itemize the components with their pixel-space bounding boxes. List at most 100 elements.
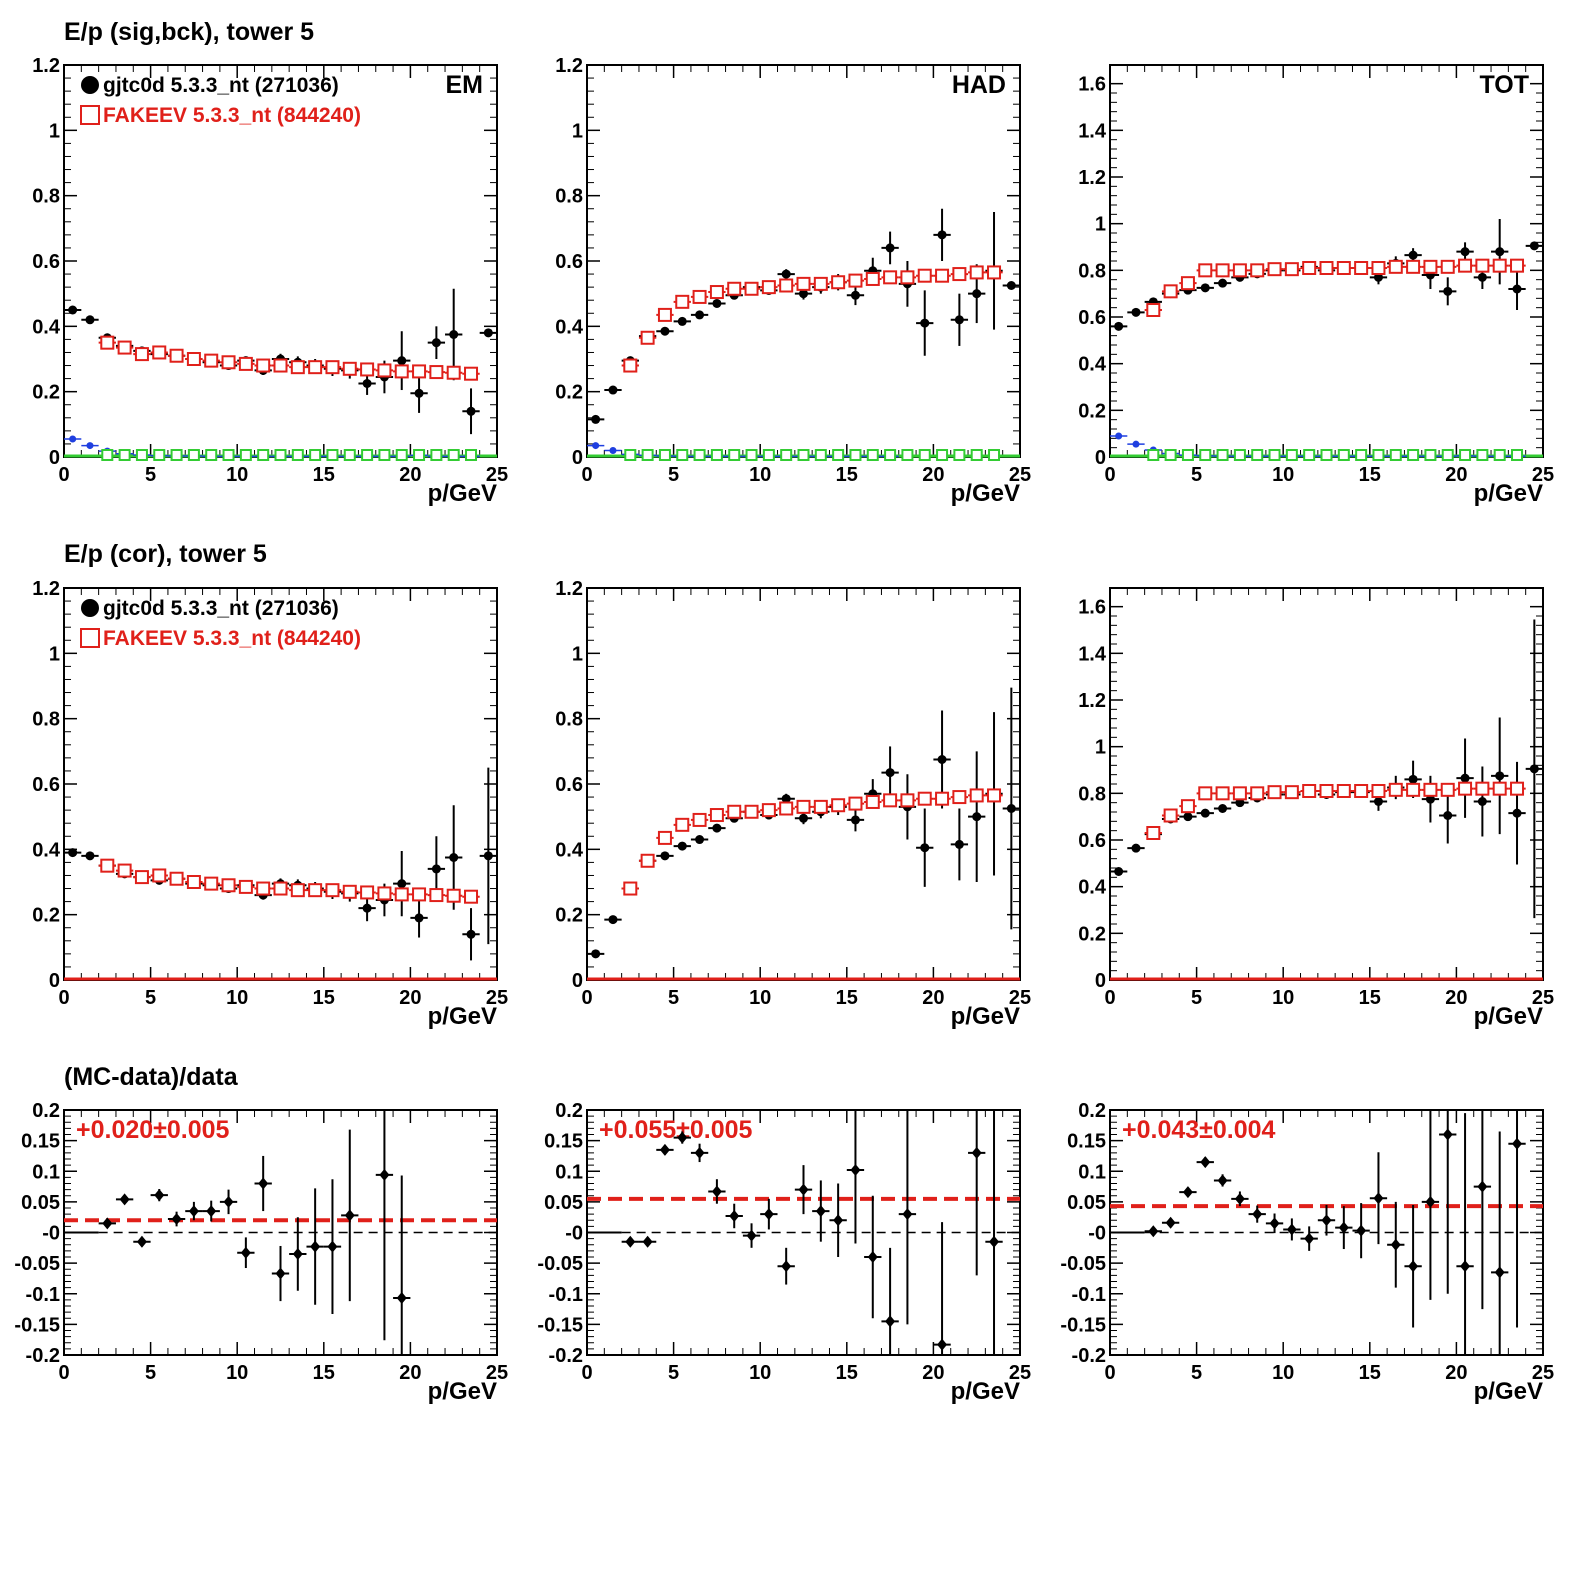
chart-ratio-tot: -0.2 -0.15 -0.1 -0.05 -0 0.05 0.1 0.15 0.2 0 5 10 15…: [1060, 1100, 1554, 1405]
data-point: [397, 879, 407, 889]
background-mc-point: [1389, 449, 1402, 461]
ratio-point: [1477, 1180, 1488, 1193]
y-tick-label: 1: [572, 120, 583, 142]
mc-point: [1423, 259, 1438, 274]
x-axis-title: p/GeV: [951, 1378, 1020, 1405]
data-point: [1408, 250, 1418, 260]
data-point: [1425, 794, 1435, 804]
data-point: [591, 414, 601, 424]
x-tick-label: 5: [668, 464, 679, 486]
mc-point: [865, 271, 880, 286]
mc-point: [1475, 781, 1490, 796]
background-mc-point: [395, 449, 408, 461]
ratio-point: [1234, 1192, 1245, 1205]
data-point: [781, 269, 791, 279]
background-mc-point: [1181, 449, 1194, 461]
data-point: [1373, 272, 1383, 282]
y-tick-label: 0.2: [555, 382, 583, 404]
ratio-point: [677, 1131, 688, 1144]
mc-point: [831, 798, 846, 813]
mc-point: [1146, 303, 1161, 317]
mc-point: [464, 889, 479, 904]
y-tick-label: 0.6: [1078, 830, 1106, 852]
background-mc-point: [1216, 449, 1229, 461]
background-mc-point: [465, 449, 478, 461]
x-axis-title: p/GeV: [951, 480, 1020, 507]
chart-ep-tot-cor: 0 0.2 0.4 0.6 0.8 1 1.2 1.4 1.6 0 5 10 15 20 25p/GeV: [1078, 587, 1554, 1030]
background-mc-point: [918, 449, 931, 461]
background-mc-point: [361, 449, 374, 461]
x-tick-label: 10: [226, 1362, 248, 1384]
x-tick-label: 15: [1359, 464, 1381, 486]
y-tick-label: 1: [572, 643, 583, 665]
ratio-point: [223, 1195, 234, 1208]
data-point: [483, 851, 493, 861]
chart-ratio-em: -0.2 -0.15 -0.1 -0.05 -0 0.05 0.1 0.15 0.2 0 5 10 15…: [14, 1100, 508, 1405]
x-tick-label: 15: [1359, 1362, 1381, 1384]
mc-point: [377, 886, 392, 901]
background-mc-point: [135, 449, 148, 461]
data-point: [608, 915, 618, 925]
mc-point: [900, 270, 915, 285]
data-point: [660, 326, 670, 336]
mc-point: [446, 365, 461, 380]
ratio-point: [1148, 1225, 1159, 1238]
mc-point: [640, 330, 655, 345]
mc-point: [325, 883, 340, 898]
data-point: [85, 851, 95, 861]
data-point: [1443, 811, 1453, 820]
y-tick-label: 0.8: [555, 186, 583, 208]
data-point: [695, 835, 705, 845]
chart-ep-had-sigbck: 0 0.2 0.4 0.6 0.8 1 1.2 0 5 10 15 20 25p/GeV HAD: [555, 55, 1031, 507]
data-point: [1373, 797, 1383, 806]
x-tick-label: 0: [581, 1362, 592, 1384]
fit-result-label: +0.020±0.005: [76, 1116, 230, 1144]
x-tick-label: 10: [1272, 464, 1294, 486]
background-mc-point: [1493, 449, 1506, 461]
x-tick-label: 25: [1532, 987, 1554, 1009]
data-point: [414, 388, 424, 398]
background-mc-point: [430, 449, 443, 461]
y-tick-label: 0.4: [32, 316, 61, 338]
data-point: [1114, 321, 1124, 331]
data-point: [954, 839, 964, 849]
data-point: [799, 813, 808, 823]
background-mc-point: [378, 449, 391, 461]
mc-point: [935, 791, 950, 806]
background-mc-point: [1355, 449, 1368, 461]
background-mc-point: [988, 449, 1001, 461]
x-tick-label: 5: [1191, 464, 1202, 486]
mc-point: [342, 884, 357, 899]
y-tick-label: 0.05: [544, 1192, 583, 1214]
mc-point: [727, 804, 742, 819]
ratio-point: [171, 1213, 182, 1226]
ratio-point: [206, 1205, 217, 1218]
background-mc-point: [728, 449, 741, 461]
y-tick-label: 0.2: [32, 905, 60, 927]
ratio-point: [885, 1315, 896, 1328]
data-point: [850, 290, 860, 300]
mc-point: [969, 265, 984, 280]
x-tick-label: 20: [922, 1362, 944, 1384]
mc-point: [813, 276, 828, 291]
data-point: [466, 406, 476, 416]
background-mc-point: [1476, 449, 1489, 461]
mc-point: [1319, 261, 1334, 275]
mc-point: [657, 307, 672, 322]
mc-point: [169, 871, 184, 886]
x-tick-label: 10: [1272, 1362, 1294, 1384]
data-point: [1131, 843, 1141, 853]
y-tick-label: -0.15: [14, 1314, 60, 1336]
ratio-point: [292, 1247, 303, 1260]
background-mc-point: [832, 449, 845, 461]
ratio-point: [1408, 1260, 1419, 1273]
ratio-point: [729, 1209, 740, 1222]
ratio-point: [1442, 1128, 1453, 1141]
background-mc-point: [1441, 449, 1454, 461]
y-tick-label: 0.2: [1078, 400, 1106, 422]
data-point: [1183, 812, 1193, 822]
mc-point: [623, 358, 638, 373]
background-data-point: [592, 442, 600, 450]
x-axis-title: p/GeV: [1474, 1378, 1543, 1405]
data-point: [695, 310, 705, 320]
